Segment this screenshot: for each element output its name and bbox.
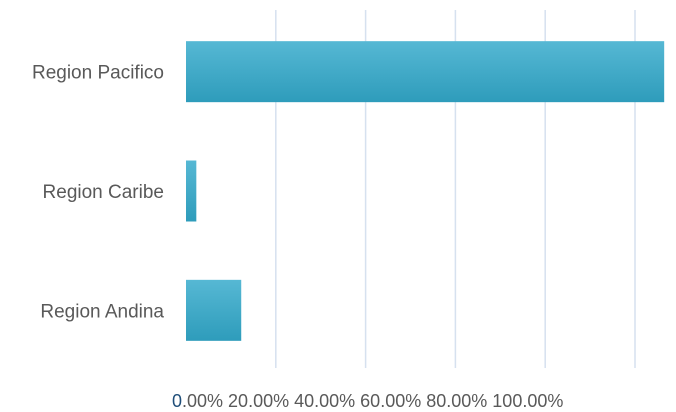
x-axis-tick-labels: 0.00% 20.00% 40.00% 60.00% 80.00% 100.00… <box>172 391 563 411</box>
tick-label-5: 100.00% <box>487 391 563 411</box>
category-label-0: Region Pacifico <box>32 63 164 84</box>
tick-label-1: 20.00% <box>223 391 289 411</box>
tick-label-2: 40.00% <box>289 391 355 411</box>
category-label-2: Region Andina <box>40 301 164 322</box>
tick-label-4: 80.00% <box>421 391 487 411</box>
svg-text:0.00% 20.00% 40.00% 60.00% 80.: 0.00% 20.00% 40.00% 60.00% 80.00% 100.00… <box>172 391 563 411</box>
bar-0 <box>186 41 665 103</box>
tick-label-3: 60.00% <box>355 391 421 411</box>
tick-label-0-lead: 0 <box>172 391 182 411</box>
bars <box>186 41 665 341</box>
bar-1 <box>186 160 197 222</box>
tick-label-0: .00% <box>182 391 223 411</box>
category-labels: Region Pacifico Region Caribe Region Andin… <box>32 63 164 323</box>
category-label-1: Region Caribe <box>43 182 164 203</box>
bar-2 <box>186 279 242 341</box>
